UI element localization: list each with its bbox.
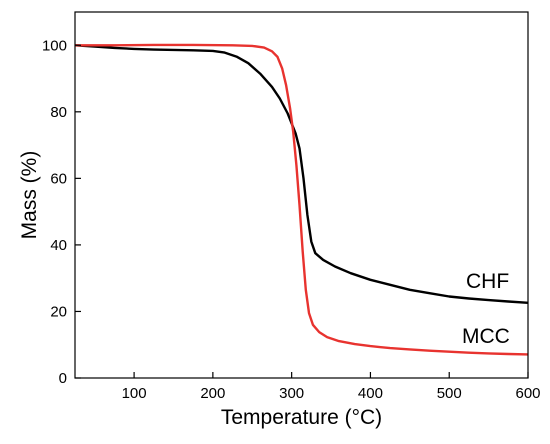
plot-frame xyxy=(74,11,529,379)
axis-ticks: 100 200 300 400 500 600 0 20 40 60 80 100 xyxy=(42,37,541,402)
x-axis-label: Temperature (°C) xyxy=(221,406,382,429)
x-tick-label: 600 xyxy=(515,385,540,402)
series-label-chf: CHF xyxy=(466,270,509,293)
series-line-chf xyxy=(75,44,528,304)
y-tick-label: 80 xyxy=(50,104,67,121)
y-tick-label: 20 xyxy=(50,303,67,320)
plot-area xyxy=(75,43,528,356)
y-axis-label: Mass (%) xyxy=(18,151,41,240)
x-tick-label: 500 xyxy=(437,385,462,402)
y-tick-label: 60 xyxy=(50,170,67,187)
x-tick-label: 300 xyxy=(279,385,304,402)
y-tick-label: 0 xyxy=(59,370,67,387)
series-label-mcc: MCC xyxy=(462,325,510,348)
series-line-mcc xyxy=(75,43,528,356)
y-tick-label: 100 xyxy=(42,37,67,54)
y-tick-label: 40 xyxy=(50,237,67,254)
x-tick-label: 100 xyxy=(122,385,147,402)
x-tick-label: 400 xyxy=(358,385,383,402)
x-tick-label: 200 xyxy=(200,385,225,402)
